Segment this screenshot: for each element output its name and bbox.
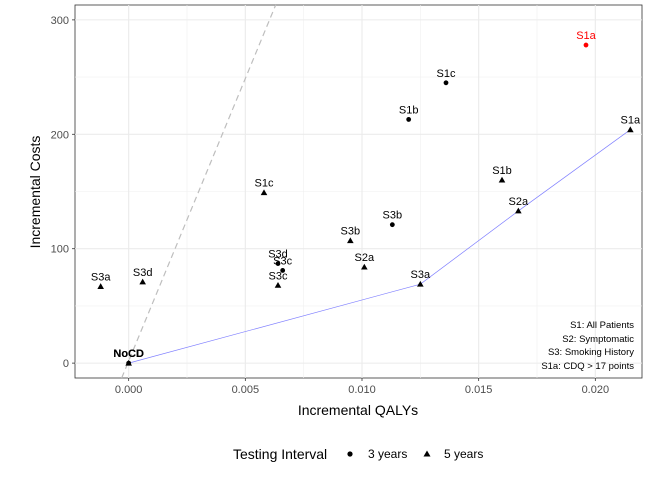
point-label-s3c: S3c: [269, 270, 288, 282]
point-label-s3d: S3d: [268, 249, 288, 261]
threshold-line: [121, 4, 277, 379]
points-group: [97, 42, 634, 366]
point-s1c-5-years: [260, 189, 268, 196]
legend-label-5-years: 5 years: [444, 447, 483, 461]
point-s2a-5-years: [361, 263, 368, 270]
x-tick-label: 0.005: [232, 384, 260, 396]
y-tick-label: 100: [51, 244, 69, 256]
point-s3d-5-years: [139, 278, 146, 285]
point-s3b-3-years: [389, 222, 395, 228]
annotation-line-1: S1: All Patients: [570, 320, 634, 331]
legend-title: Testing Interval: [233, 446, 327, 462]
point-s1b-5-years: [498, 176, 506, 183]
annotation-line-3: S3: Smoking History: [548, 347, 634, 358]
point-label-s2a: S2a: [355, 252, 375, 264]
point-label-s1c: S1c: [255, 178, 274, 190]
x-tick-label: 0.020: [582, 384, 610, 396]
point-label-s3a: S3a: [411, 269, 431, 281]
legend-key-circle: [347, 451, 353, 457]
y-axis-ticks: 0 100 200 300: [51, 15, 75, 370]
point-s3a-5-years: [417, 280, 424, 287]
point-label-s1b: S1b: [492, 165, 512, 177]
point-nocd-5-years: [125, 359, 132, 366]
point-s1a-5-years: [627, 126, 634, 133]
legend-key-triangle: [423, 450, 431, 457]
annotation-line-2: S2: Symptomatic: [562, 334, 634, 345]
point-label-s1a: S1a: [576, 30, 596, 42]
point-s1a-3-years: [583, 42, 589, 48]
x-tick-label: 0.010: [348, 384, 376, 396]
x-axis-ticks: 0.000 0.005 0.010 0.015 0.020: [115, 378, 609, 396]
x-axis-title: Incremental QALYs: [298, 402, 418, 418]
point-label-s3b: S3b: [341, 226, 361, 238]
x-tick-label: 0.000: [115, 384, 143, 396]
threshold-line-group: [121, 4, 277, 379]
y-tick-label: 300: [51, 15, 69, 27]
point-label-nocd: NoCD: [113, 348, 144, 360]
legend-label-3-years: 3 years: [368, 447, 407, 461]
point-s3a-5-years: [97, 283, 104, 289]
point-s3c-5-years: [274, 282, 282, 288]
y-axis-title: Incremental Costs: [27, 136, 43, 249]
point-label-s1c: S1c: [437, 68, 456, 80]
point-label-s1a: S1a: [621, 115, 641, 127]
frontier-line: [128, 129, 631, 364]
point-label-s3a: S3a: [91, 271, 111, 283]
point-s3c-3-years: [280, 268, 286, 273]
point-labels-group: NoCDNoCDS1aS1cS1bS3bS3dS3cS1aS1bS2aS1cS3…: [91, 30, 641, 360]
point-label-s3b: S3b: [383, 210, 403, 222]
frontier-line-group: [128, 129, 631, 364]
point-s3b-5-years: [347, 237, 354, 244]
y-tick-label: 0: [63, 358, 69, 370]
legend: Testing Interval 3 years 5 years: [233, 446, 483, 462]
point-s3d-3-years: [275, 261, 281, 266]
point-s1b-3-years: [406, 117, 412, 122]
point-label-nocd: NoCD: [113, 348, 144, 360]
point-s1c-3-years: [443, 80, 449, 86]
y-tick-label: 200: [51, 129, 69, 141]
point-label-s2a: S2a: [509, 196, 529, 208]
annotation-block: S1: All Patients S2: Symptomatic S3: Smo…: [541, 320, 634, 372]
point-label-s3d: S3d: [133, 267, 153, 279]
annotation-line-4: S1a: CDQ > 17 points: [541, 361, 634, 372]
point-label-s3c: S3c: [273, 255, 292, 267]
grid-major: [75, 5, 642, 378]
point-label-s1b: S1b: [399, 104, 419, 116]
x-tick-label: 0.015: [465, 384, 493, 396]
point-s2a-5-years: [515, 207, 522, 214]
